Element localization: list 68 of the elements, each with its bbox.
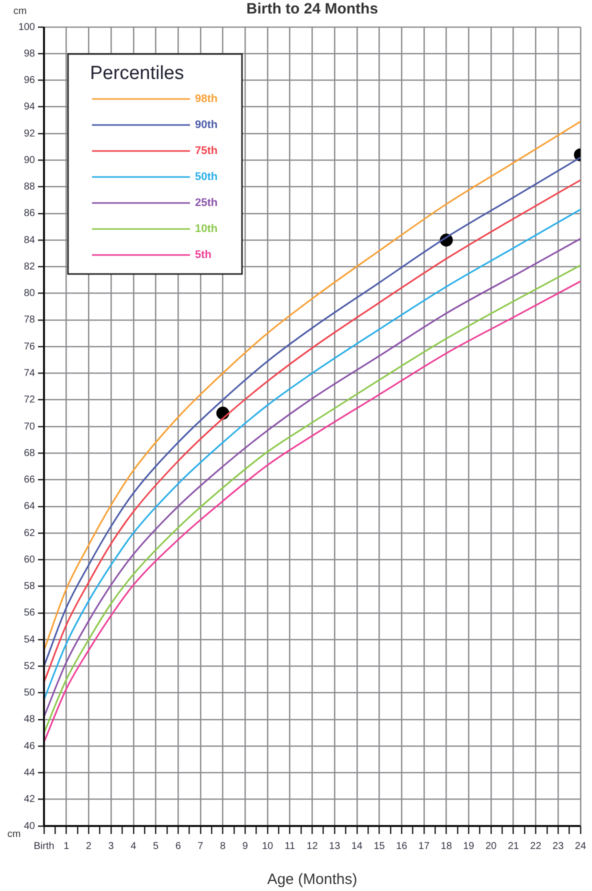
text: 10th — [195, 223, 218, 236]
y-tick-label: 62 — [24, 528, 36, 539]
y-tick-label: 46 — [24, 740, 36, 752]
y-tick-label: 80 — [24, 288, 36, 300]
y-tick-label: 74 — [24, 368, 36, 379]
y-tick-label: 88 — [24, 182, 36, 193]
x-tick-label: 23 — [552, 840, 564, 852]
y-tick-label: 84 — [24, 234, 36, 246]
y-tick-label: 48 — [24, 714, 36, 726]
y-tick-label: 50 — [24, 688, 36, 699]
text: cm — [7, 828, 21, 840]
y-tick-label: 42 — [24, 794, 36, 806]
y-tick-label: 52 — [24, 660, 36, 672]
x-tick-label: 2 — [86, 840, 92, 852]
y-axis-title: cm — [13, 6, 27, 17]
text: 75th — [195, 145, 218, 158]
y-tick-label: 66 — [24, 474, 36, 486]
text: 50th — [195, 171, 218, 184]
x-tick-label: 14 — [351, 840, 363, 852]
y-tick-label: 58 — [24, 581, 36, 592]
x-tick-label: 11 — [284, 840, 296, 852]
text: 90th — [195, 119, 218, 132]
y-tick-label: 72 — [24, 394, 36, 406]
chart-title: Birth to 24 Months — [246, 0, 378, 18]
legend-title: Percentiles — [90, 63, 184, 84]
y-tick-label: 86 — [24, 208, 36, 220]
y-tick-label: 40 — [24, 820, 36, 832]
x-tick-label: 6 — [175, 840, 182, 852]
x-tick-label: 13 — [329, 840, 341, 852]
text: 98th — [195, 93, 218, 106]
x-tick-label: 1 — [64, 840, 70, 852]
y-tick-label: 54 — [24, 634, 36, 646]
y-tick-label: 78 — [24, 314, 36, 326]
x-tick-label: 21 — [508, 840, 520, 852]
x-tick-label: 4 — [130, 840, 137, 852]
y-tick-label: 92 — [24, 128, 36, 140]
x-tick-label: 3 — [108, 840, 114, 852]
text: 25th — [195, 197, 218, 210]
y-tick-label: 82 — [24, 261, 36, 272]
y-tick-label: 44 — [24, 767, 36, 778]
x-tick-label: 10 — [262, 840, 274, 852]
y-tick-label: 76 — [24, 341, 36, 352]
x-axis-title: Age (Months) — [267, 871, 358, 888]
y-tick-label: 98 — [24, 48, 36, 60]
x-tick-label: 12 — [306, 840, 318, 852]
y-tick-label: 90 — [24, 154, 36, 166]
x-tick-label: 19 — [463, 840, 475, 852]
y-tick-label: 94 — [24, 102, 36, 113]
x-tick-label: 9 — [242, 840, 248, 852]
y-tick-label: 64 — [24, 501, 36, 512]
y-tick-label: 100 — [18, 22, 36, 33]
x-tick-label: 5 — [152, 840, 159, 852]
y-tick-label: 60 — [24, 554, 36, 566]
x-tick-label: 22 — [530, 840, 542, 852]
x-tick-label: 20 — [485, 840, 498, 852]
x-tick-label: 16 — [396, 840, 408, 852]
x-tick-label: Birth — [34, 840, 54, 852]
y-tick-label: 96 — [24, 75, 36, 86]
x-tick-label: 15 — [374, 840, 386, 852]
x-tick-label: 7 — [198, 840, 204, 852]
y-tick-label: 56 — [24, 608, 36, 619]
text: 5th — [195, 249, 212, 262]
y-tick-label: 68 — [24, 448, 36, 459]
x-tick-label: 18 — [440, 840, 452, 852]
x-tick-label: 24 — [574, 840, 586, 852]
y-tick-label: 70 — [24, 421, 36, 432]
x-tick-label: 17 — [418, 840, 430, 852]
x-tick-label: 8 — [220, 840, 226, 852]
